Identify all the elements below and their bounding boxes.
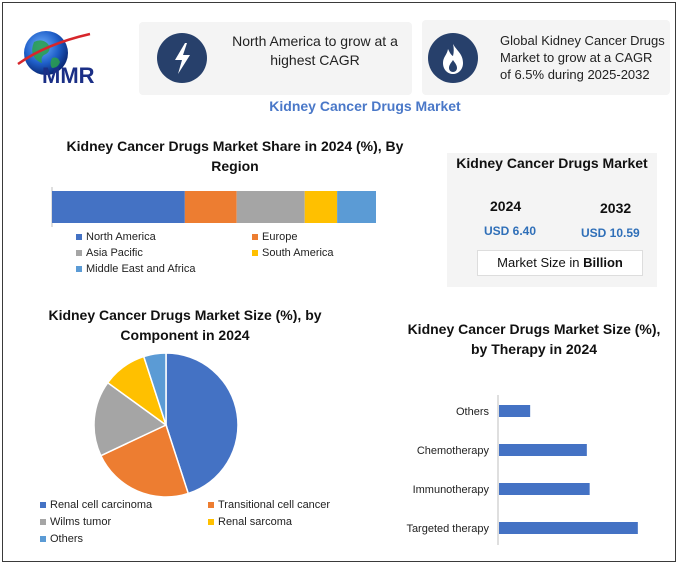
callout-left-text: North America to grow at a highest CAGR — [232, 33, 398, 68]
legend-swatch-transitional-cell-cancer — [208, 502, 214, 508]
region-chart-title: Kidney Cancer Drugs Market Share in 2024… — [66, 138, 404, 174]
pie-slice-renal-cell-carcinoma — [165, 352, 239, 495]
component-chart-title: Kidney Cancer Drugs Market Size (%), by … — [48, 307, 322, 343]
flame-icon — [443, 44, 463, 74]
therapy-bar-chart: Others Chemotherapy Immunotherapy Targeted … — [406, 395, 638, 545]
legend-label-asia-pacific: Asia Pacific — [86, 247, 143, 259]
callout-right-text: Global Kidney Cancer Drugs Market to gro… — [500, 33, 665, 82]
legend-label-europe: Europe — [262, 231, 297, 243]
value-2032: USD 10.59 — [581, 226, 640, 240]
therapy-bar-others — [499, 405, 531, 417]
year-2032: 2032 — [600, 200, 632, 216]
callout-card-left: North America to grow at a highest CAGR — [139, 22, 412, 95]
value-2024: USD 6.40 — [484, 224, 537, 238]
market-size-unit: Market Size in Billion — [477, 250, 643, 276]
legend-label-renal-cell-carcinoma: Renal cell carcinoma — [50, 499, 153, 511]
therapy-label-targeted-therapy: Targeted therapy — [406, 523, 489, 535]
lightning-bolt-icon — [175, 43, 190, 74]
legend-swatch-europe — [252, 234, 258, 240]
legend-label-wilms-tumor: Wilms tumor — [50, 516, 111, 528]
page-title: Kidney Cancer Drugs Market — [269, 98, 461, 114]
callout-icon-circle — [157, 33, 207, 83]
component-pie-chart: Renal cell carcinoma Transitional cell ca… — [40, 352, 330, 545]
region-share-chart: North America Europe Asia Pacific South Ame… — [51, 187, 376, 275]
pie-slice-transitional-cell-cancer — [99, 423, 190, 498]
region-segment-europe — [184, 191, 237, 223]
therapy-label-others: Others — [456, 406, 490, 418]
legend-swatch-renal-cell-carcinoma — [40, 502, 46, 508]
legend-swatch-wilms-tumor — [40, 519, 46, 525]
callout-icon-circle — [428, 33, 478, 83]
region-segment-asia-pacific — [236, 191, 305, 223]
therapy-label-immunotherapy: Immunotherapy — [413, 484, 490, 496]
unit-prefix: Market Size in — [497, 255, 584, 270]
market-size-title: Kidney Cancer Drugs Market — [456, 155, 648, 171]
mmr-logo: MMR — [17, 31, 95, 88]
therapy-chart-title: Kidney Cancer Drugs Market Size (%), by … — [407, 321, 661, 357]
legend-swatch-renal-sarcoma — [208, 519, 214, 525]
therapy-bar-targeted-therapy — [499, 522, 638, 534]
legend-label-transitional-cell-cancer: Transitional cell cancer — [218, 499, 330, 511]
therapy-bar-immunotherapy — [499, 483, 590, 495]
callout-card-right: Global Kidney Cancer Drugs Market to gro… — [422, 20, 670, 95]
legend-swatch-middle-east-and-africa — [76, 266, 82, 272]
legend-label-middle-east-and-africa: Middle East and Africa — [86, 263, 196, 275]
pie-slice-others — [142, 352, 167, 426]
legend-swatch-asia-pacific — [76, 250, 82, 256]
year-2024: 2024 — [490, 198, 522, 214]
legend-label-renal-sarcoma: Renal sarcoma — [218, 516, 293, 528]
legend-swatch-south-america — [252, 250, 258, 256]
legend-label-others: Others — [50, 533, 84, 545]
pie-slice-wilms-tumor — [93, 381, 168, 457]
region-segment-middle-east-and-africa — [337, 191, 376, 223]
region-segment-south-america — [304, 191, 338, 223]
legend-swatch-north-america — [76, 234, 82, 240]
therapy-bar-chemotherapy — [499, 444, 587, 456]
therapy-label-chemotherapy: Chemotherapy — [417, 445, 490, 457]
legend-label-south-america: South America — [262, 247, 334, 259]
logo-text: MMR — [42, 63, 95, 88]
legend-label-north-america: North America — [86, 231, 157, 243]
unit-bold: Billion — [583, 255, 623, 270]
legend-swatch-others — [40, 536, 46, 542]
market-size-box: Kidney Cancer Drugs Market 2024 2032 USD… — [447, 153, 657, 287]
region-segment-north-america — [52, 191, 185, 223]
